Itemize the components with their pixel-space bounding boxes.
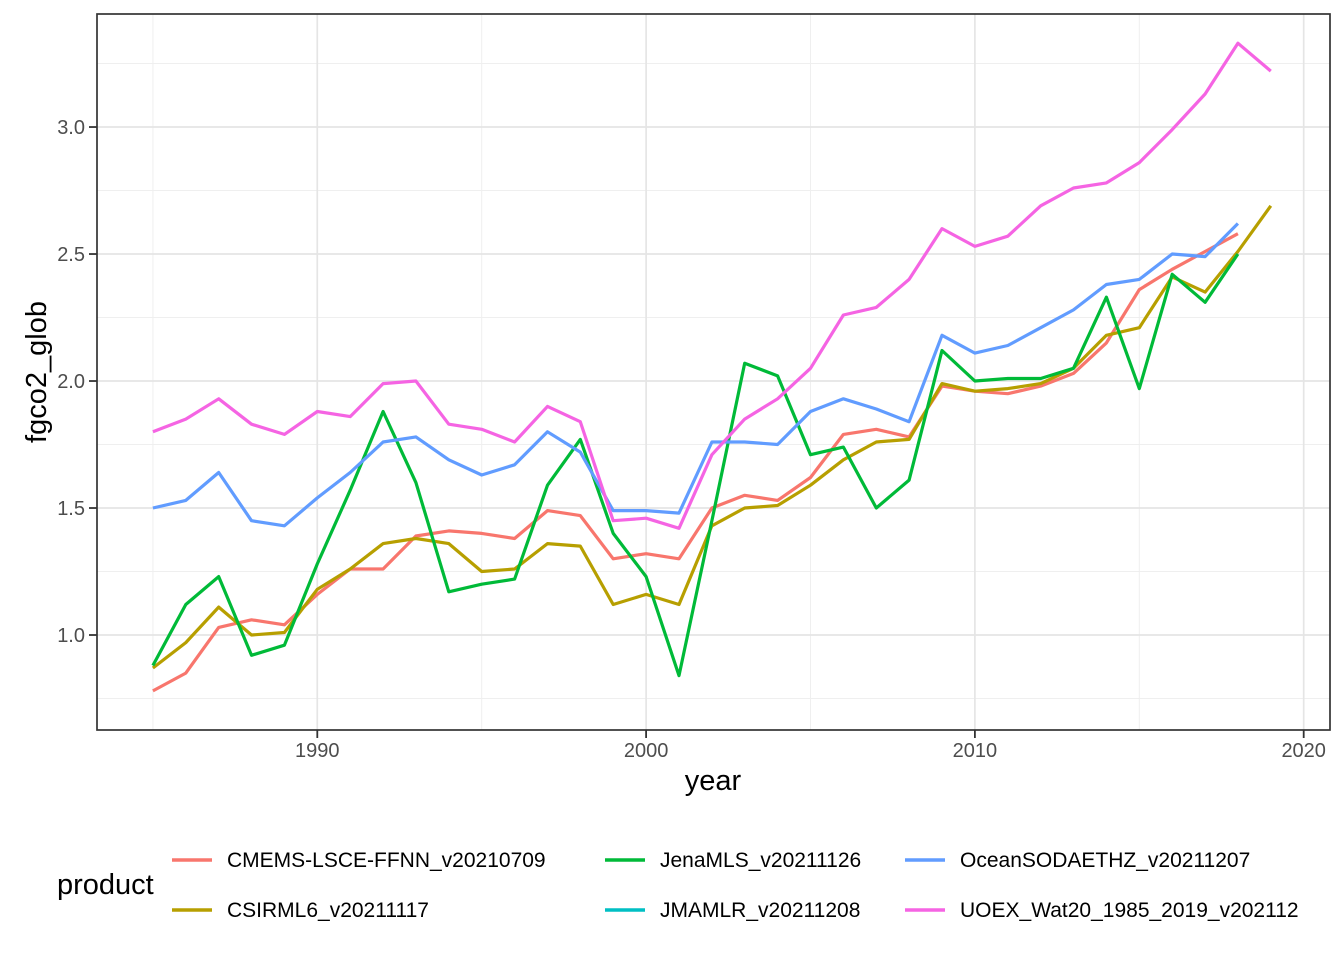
y-tick-label: 1.0 <box>57 625 85 647</box>
legend-label: CSIRML6_v20211117 <box>227 899 429 922</box>
x-tick-label: 1990 <box>295 740 340 762</box>
axis-ticks <box>89 126 1305 738</box>
series-line-CSIRML6_v20211117 <box>151 204 1273 670</box>
series-lines <box>151 41 1273 693</box>
legend-label: UOEX_Wat20_1985_2019_v202112 <box>960 899 1299 922</box>
x-axis-title: year <box>685 765 742 797</box>
y-axis-tick-labels: 1.0 1.5 2.0 2.5 3.0 <box>57 117 85 647</box>
y-axis-title: fgco2_glob <box>21 301 53 443</box>
x-tick-label: 2010 <box>953 740 998 762</box>
legend-item: JenaMLS_v20211126 <box>605 849 861 872</box>
major-gridlines <box>97 14 1330 730</box>
x-tick-label: 2020 <box>1281 740 1326 762</box>
y-tick-label: 2.0 <box>57 371 85 393</box>
series-line-UOEX_Wat20_1985_2019_v202112 <box>152 41 1272 530</box>
legend-items: CMEMS-LSCE-FFNN_v20210709 CSIRML6_v202111… <box>172 849 1299 922</box>
series-line-JenaMLS_v20211126 <box>151 253 1240 678</box>
legend-item: CMEMS-LSCE-FFNN_v20210709 <box>172 849 546 872</box>
plot-panel-border <box>96 13 1331 731</box>
series-line-CMEMS-LSCE-FFNN_v20210709 <box>152 232 1239 693</box>
series-line-OceanSODAETHZ_v20211207 <box>152 222 1240 528</box>
legend-label: JMAMLR_v20211208 <box>660 899 860 922</box>
legend-item: OceanSODAETHZ_v20211207 <box>905 849 1250 872</box>
y-tick-label: 1.5 <box>57 498 85 520</box>
minor-gridlines <box>97 14 1330 730</box>
y-tick-label: 3.0 <box>57 117 85 139</box>
y-tick-label: 2.5 <box>57 244 85 266</box>
legend-label: OceanSODAETHZ_v20211207 <box>960 849 1250 872</box>
legend-label: CMEMS-LSCE-FFNN_v20210709 <box>227 849 546 872</box>
legend-item: CSIRML6_v20211117 <box>172 899 429 922</box>
legend-label: JenaMLS_v20211126 <box>660 849 861 872</box>
legend-title: product <box>57 869 154 901</box>
x-axis-tick-labels: 1990 2000 2010 2020 <box>295 740 1326 762</box>
legend-item: JMAMLR_v20211208 <box>605 899 860 922</box>
x-tick-label: 2000 <box>624 740 669 762</box>
legend-item: UOEX_Wat20_1985_2019_v202112 <box>905 899 1299 922</box>
